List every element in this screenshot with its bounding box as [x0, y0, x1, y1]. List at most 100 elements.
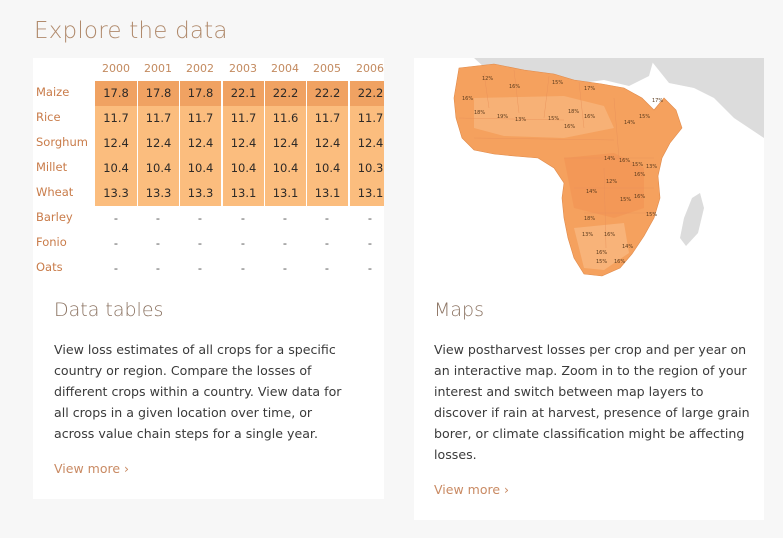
- table-row: Wheat 13.3 13.3 13.3 13.1 13.1 13.1 13.1: [33, 181, 384, 206]
- map-region-label: 15%: [596, 259, 607, 265]
- year-header-2000: 2000: [102, 62, 130, 75]
- table-cell: -: [282, 261, 288, 275]
- map-region-label: 15%: [639, 114, 650, 120]
- map-region-label: 12%: [482, 76, 493, 82]
- year-header-2005: 2005: [313, 62, 341, 75]
- table-cell: 11.7: [137, 106, 179, 131]
- table-cell: 17.8: [137, 81, 179, 106]
- crop-label: Wheat: [36, 185, 74, 199]
- table-cell: 13.1: [264, 181, 306, 206]
- map-region-label: 17%: [584, 86, 595, 92]
- crop-label: Sorghum: [36, 135, 88, 149]
- table-row: Barley - - - - - - -: [33, 206, 384, 231]
- table-cell: 12.4: [179, 131, 221, 156]
- table-cell: 11.7: [179, 106, 221, 131]
- map-region-label: 15%: [548, 116, 559, 122]
- map-region-label: 13%: [582, 232, 593, 238]
- table-row: Millet 10.4 10.4 10.4 10.4 10.4 10.4 10.3: [33, 156, 384, 181]
- table-cell: 11.7: [306, 106, 348, 131]
- map-region-label: 14%: [624, 120, 635, 126]
- table-cell: 12.4: [95, 131, 137, 156]
- table-cell: 22.1: [222, 81, 264, 106]
- maps-view-more-link[interactable]: View more ›: [434, 482, 509, 497]
- table-cell: -: [282, 211, 288, 225]
- map-region-label: 12%: [606, 179, 617, 185]
- table-cell: 13.3: [137, 181, 179, 206]
- table-cell: 11.6: [264, 106, 306, 131]
- map-region-label: 16%: [634, 172, 645, 178]
- table-cell: 13.3: [179, 181, 221, 206]
- map-region-label: 16%: [509, 84, 520, 90]
- maps-heading: Maps: [434, 299, 484, 321]
- table-cell: -: [282, 236, 288, 250]
- table-cell: -: [155, 236, 161, 250]
- year-header-2001: 2001: [144, 62, 172, 75]
- map-region-label: 14%: [622, 244, 633, 250]
- table-row: Oats - - - - - - -: [33, 256, 384, 280]
- map-region-label: 13%: [515, 117, 526, 123]
- data-tables-description: View loss estimates of all crops for a s…: [54, 342, 342, 441]
- table-cell: 13.1: [222, 181, 264, 206]
- table-cell: 10.4: [179, 156, 221, 181]
- southern-region: [574, 223, 629, 270]
- map-region-label: 14%: [604, 156, 615, 162]
- table-cell: 11.7: [95, 106, 137, 131]
- africa-map-preview[interactable]: 12% 16% 15% 17% 16% 18% 19% 13% 15% 18% 16% 14% 15% 1…: [414, 58, 764, 280]
- map-region-label: 19%: [497, 114, 508, 120]
- crop-label: Maize: [36, 85, 70, 99]
- map-region-label: 13%: [646, 164, 657, 170]
- table-cell: -: [155, 261, 161, 275]
- table-cell: 10.4: [306, 156, 348, 181]
- map-region-label: 18%: [568, 109, 579, 115]
- table-cell: 13.3: [95, 181, 137, 206]
- map-region-label: 16%: [462, 96, 473, 102]
- map-region-label: 16%: [614, 259, 625, 265]
- middle-east-land: [649, 58, 764, 138]
- page-title: Explore the data: [34, 18, 228, 44]
- table-cell: 12.4: [137, 131, 179, 156]
- table-cell: -: [155, 211, 161, 225]
- year-header-2006: 2006: [356, 62, 384, 75]
- table-cell: -: [324, 236, 330, 250]
- table-cell: -: [367, 261, 373, 275]
- map-region-label: 17%: [652, 98, 663, 104]
- table-cell: 22.2: [349, 81, 384, 106]
- crop-label: Millet: [36, 160, 68, 174]
- table-cell: 17.8: [179, 81, 221, 106]
- table-cell: 11.7: [222, 106, 264, 131]
- data-tables-heading: Data tables: [54, 299, 164, 321]
- crop-label: Oats: [36, 260, 63, 274]
- data-table-preview[interactable]: 2000 2001 2002 2003 2004 2005 2006 Maize 17.8 17…: [33, 58, 384, 280]
- table-cell: -: [113, 236, 119, 250]
- map-region-label: 18%: [584, 216, 595, 222]
- map-region-label: 14%: [586, 189, 597, 195]
- crop-label: Rice: [36, 110, 61, 124]
- map-region-label: 16%: [604, 232, 615, 238]
- table-cell: -: [197, 236, 203, 250]
- table-cell: 11.7: [349, 106, 384, 131]
- table-cell: -: [367, 236, 373, 250]
- crop-label: Barley: [36, 210, 73, 224]
- map-region-label: 16%: [619, 158, 630, 164]
- table-cell: -: [367, 211, 373, 225]
- year-header-2003: 2003: [229, 62, 257, 75]
- table-cell: -: [197, 211, 203, 225]
- year-header-2002: 2002: [186, 62, 214, 75]
- maps-card[interactable]: 12% 16% 15% 17% 16% 18% 19% 13% 15% 18% 16% 14% 15% 1…: [414, 58, 764, 520]
- year-header-row: 2000 2001 2002 2003 2004 2005 2006: [33, 62, 384, 80]
- table-cell: 12.4: [306, 131, 348, 156]
- data-tables-card[interactable]: 2000 2001 2002 2003 2004 2005 2006 Maize 17.8 17…: [33, 58, 384, 499]
- table-cell: -: [240, 211, 246, 225]
- maps-description: View postharvest losses per crop and per…: [434, 342, 750, 462]
- map-region-label: 16%: [634, 194, 645, 200]
- table-cell: 13.1: [306, 181, 348, 206]
- table-cell: 13.1: [349, 181, 384, 206]
- map-region-label: 15%: [552, 80, 563, 86]
- table-cell: 22.2: [306, 81, 348, 106]
- table-cell: -: [240, 236, 246, 250]
- data-tables-view-more-link[interactable]: View more ›: [54, 461, 129, 476]
- table-cell: -: [324, 261, 330, 275]
- table-cell: 12.4: [349, 131, 384, 156]
- table-cell: 10.4: [95, 156, 137, 181]
- table-cell: 10.3: [349, 156, 384, 181]
